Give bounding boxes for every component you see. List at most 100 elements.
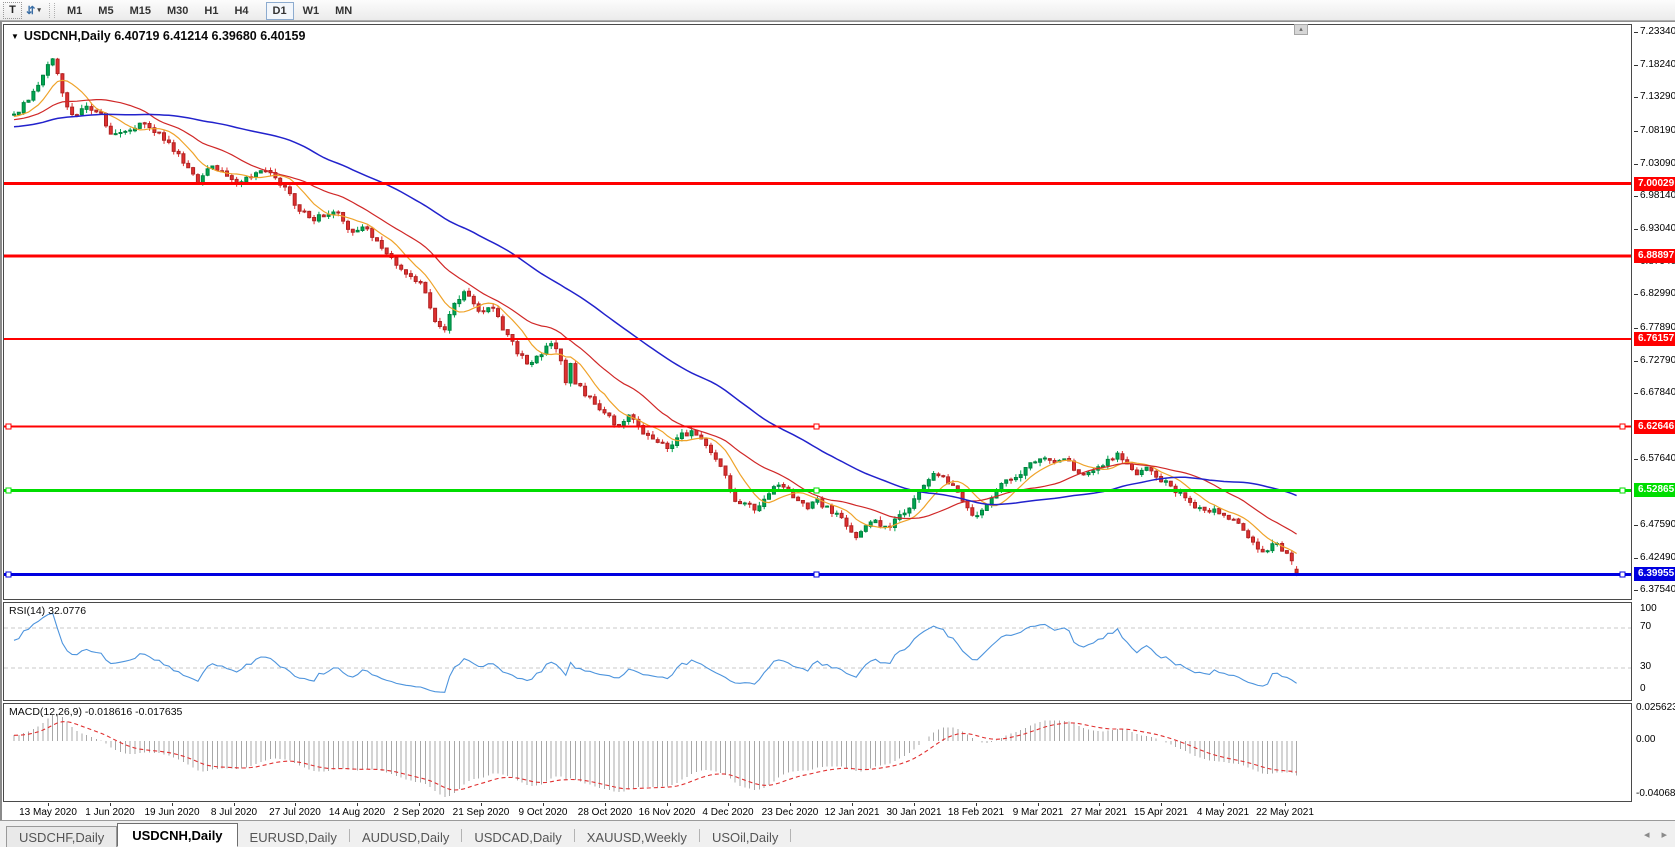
- macd-axis-label: 0.025623: [1636, 702, 1675, 713]
- time-axis[interactable]: 13 May 2020 1 Jun 2020 19 Jun 2020 8 Jul 20…: [3, 803, 1633, 821]
- date-label: 13 May 2020: [19, 807, 77, 818]
- price-tick-mark: [1634, 525, 1638, 526]
- ma-mid-line: [13, 98, 1297, 535]
- price-tick-mark: [1634, 164, 1638, 165]
- price-line-label-6.76157: 6.76157: [1634, 332, 1675, 346]
- date-tick-mark: [914, 803, 915, 806]
- macd-axis-label: 0.00: [1636, 734, 1656, 745]
- chart-tab-usdcad[interactable]: USDCAD,Daily: [474, 830, 562, 845]
- price-tick-label: 7.03090: [1640, 158, 1675, 169]
- date-tick-mark: [1038, 803, 1039, 806]
- price-tick-mark: [1634, 558, 1638, 559]
- chart-tab-usoil[interactable]: USOil,Daily: [711, 830, 779, 845]
- price-tick-label: 6.37540: [1640, 584, 1675, 595]
- rsi-canvas[interactable]: [4, 603, 1631, 700]
- chart-scroll-up-button[interactable]: ▴: [1294, 24, 1308, 35]
- timeframe-button-h1[interactable]: H1: [204, 5, 219, 17]
- timeframe-button-mn[interactable]: MN: [335, 5, 353, 17]
- date-label: 4 May 2021: [1196, 807, 1250, 818]
- line-handle[interactable]: [813, 571, 820, 578]
- tab-scroll-right-button[interactable]: ▸: [1661, 829, 1667, 841]
- date-label: 16 Nov 2020: [638, 807, 696, 818]
- chart-tab-usdcnh[interactable]: USDCNH,Daily: [117, 823, 238, 847]
- price-tick-mark: [1634, 294, 1638, 295]
- arrange-icon: ⇵: [26, 4, 36, 17]
- chart-tab-xauusd[interactable]: XAUUSD,Weekly: [586, 830, 687, 845]
- tab-scroll-buttons: ◂ ▸: [1644, 828, 1667, 841]
- price-tick-mark: [1634, 32, 1638, 33]
- chart-tab-bar: USDCHF,Daily USDCNH,Daily EURUSD,Daily AUDU…: [0, 820, 1675, 847]
- price-axis[interactable]: 7.23340 7.18240 7.13290 7.08190 7.03090 6.981…: [1634, 22, 1675, 821]
- chart-tab-usdchf[interactable]: USDCHF,Daily: [6, 826, 118, 847]
- line-handle[interactable]: [813, 423, 820, 430]
- up-candle-wicks: [13, 58, 1278, 554]
- date-tick-mark: [1223, 803, 1224, 806]
- price-tick-mark: [1634, 459, 1638, 460]
- line-handle[interactable]: [813, 487, 820, 494]
- macd-signal-line: [13, 721, 1297, 791]
- rsi-axis-label: 30: [1640, 661, 1652, 672]
- timeframe-button-m15[interactable]: M15: [129, 5, 151, 17]
- line-handle[interactable]: [1619, 571, 1626, 578]
- date-tick-mark: [48, 803, 49, 806]
- price-tick-label: 7.23340: [1640, 26, 1675, 37]
- rsi-axis-label: 100: [1640, 603, 1657, 614]
- date-label: 8 Jul 2020: [210, 807, 258, 818]
- timeframe-button-m5[interactable]: M5: [98, 5, 114, 17]
- date-label: 22 May 2021: [1256, 807, 1314, 818]
- macd-label: MACD(12,26,9) -0.018616 -0.017635: [9, 706, 182, 718]
- price-tick-label: 6.67840: [1640, 387, 1675, 398]
- rsi-current-value: 32.0776: [48, 605, 87, 617]
- price-tick-mark: [1634, 328, 1638, 329]
- line-handle[interactable]: [5, 423, 12, 430]
- date-tick-mark: [110, 803, 111, 806]
- date-tick-mark: [605, 803, 606, 806]
- chart-symbol-label: USDCNH,Daily: [23, 29, 111, 43]
- toolbar: T ⇵ ▾ M1 M5 M15 M30 H1 H4 D1 W1 MN: [0, 0, 1675, 21]
- tab-separator: [348, 829, 350, 842]
- date-label: 28 Oct 2020: [577, 807, 633, 818]
- line-handle[interactable]: [5, 487, 12, 494]
- rsi-line: [13, 612, 1297, 693]
- ma-slow-line: [13, 113, 1297, 506]
- date-label: 18 Feb 2021: [947, 807, 1005, 818]
- line-handle[interactable]: [1619, 423, 1626, 430]
- macd-panel[interactable]: MACD(12,26,9) -0.018616 -0.017635: [3, 703, 1632, 802]
- timeframe-button-w1[interactable]: W1: [302, 5, 320, 17]
- price-tick-label: 7.18240: [1640, 59, 1675, 70]
- price-chart-panel[interactable]: ▼ USDCNH,Daily 6.40719 6.41214 6.39680 6.…: [3, 24, 1632, 600]
- tab-separator: [698, 829, 700, 842]
- arrange-tool-button[interactable]: ⇵ ▾: [24, 2, 43, 19]
- date-label: 4 Dec 2020: [702, 807, 754, 818]
- tab-scroll-left-button[interactable]: ◂: [1643, 829, 1650, 841]
- date-tick-mark: [1099, 803, 1100, 806]
- price-tick-mark: [1634, 196, 1638, 197]
- dropdown-caret-icon: ▾: [37, 7, 41, 14]
- price-tick-label: 6.42490: [1640, 552, 1675, 563]
- line-handle[interactable]: [5, 571, 12, 578]
- price-line-label-6.88897: 6.88897: [1634, 249, 1675, 263]
- macd-canvas[interactable]: [4, 704, 1631, 801]
- timeframe-button-m1[interactable]: M1: [67, 5, 83, 17]
- date-label: 15 Apr 2021: [1134, 807, 1188, 818]
- date-tick-mark: [667, 803, 668, 806]
- macd-histogram: [13, 714, 1298, 797]
- text-tool-button[interactable]: T: [3, 1, 22, 19]
- date-label: 27 Jul 2020: [269, 807, 321, 818]
- date-tick-mark: [790, 803, 791, 806]
- chart-tab-eurusd[interactable]: EURUSD,Daily: [249, 830, 337, 845]
- rsi-panel[interactable]: RSI(14) 32.0776: [3, 602, 1632, 701]
- chart-tab-audusd[interactable]: AUDUSD,Daily: [361, 830, 450, 845]
- rsi-axis-label: 0: [1640, 683, 1646, 694]
- macd-current-values: -0.018616 -0.017635: [84, 706, 183, 718]
- date-tick-mark: [234, 803, 235, 806]
- price-chart-canvas[interactable]: [4, 25, 1631, 599]
- timeframe-button-h4[interactable]: H4: [234, 5, 249, 17]
- timeframe-button-d1[interactable]: D1: [265, 2, 294, 20]
- date-label: 9 Mar 2021: [1012, 807, 1064, 818]
- timeframe-button-m30[interactable]: M30: [166, 5, 189, 17]
- date-label: 14 Aug 2020: [328, 807, 386, 818]
- line-handle[interactable]: [1619, 487, 1626, 494]
- date-label: 30 Jan 2021: [886, 807, 942, 818]
- price-tick-label: 6.77890: [1640, 322, 1675, 333]
